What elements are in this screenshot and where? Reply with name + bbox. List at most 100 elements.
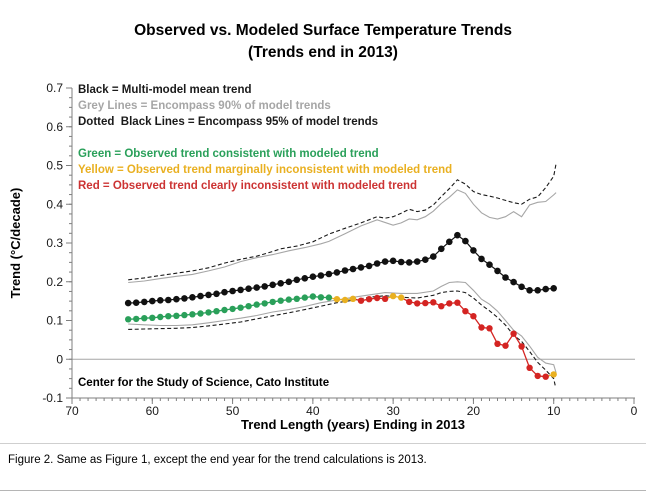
observed-point xyxy=(317,294,325,301)
mean-point xyxy=(341,267,349,274)
observed-point xyxy=(446,300,453,307)
y-tick-label: 0.3 xyxy=(46,236,63,250)
observed-point xyxy=(197,310,204,317)
x-tick-label: 20 xyxy=(467,404,481,418)
observed-point xyxy=(462,308,469,315)
observed-point xyxy=(301,294,308,301)
mean-point xyxy=(405,259,413,266)
mean-point xyxy=(261,283,269,290)
observed-point xyxy=(237,304,244,311)
observed-point xyxy=(173,312,180,319)
observed-point xyxy=(414,300,421,307)
observed-point xyxy=(502,342,509,349)
observed-point xyxy=(510,330,517,337)
mean-point xyxy=(309,273,317,281)
y-axis-label: Trend (°C/decade) xyxy=(8,187,23,299)
observed-point xyxy=(341,296,349,304)
y-tick-label: 0.4 xyxy=(46,197,63,211)
mean-point xyxy=(197,292,204,300)
observed-point xyxy=(534,372,541,380)
series-upper-90-bound xyxy=(128,189,557,284)
observed-point xyxy=(213,308,220,315)
legend-obs-green: Green = Observed trend consistent with m… xyxy=(78,148,379,160)
mean-point xyxy=(446,238,453,246)
mean-point xyxy=(245,285,252,293)
observed-point xyxy=(325,294,333,301)
mean-point xyxy=(181,295,188,302)
mean-point xyxy=(389,257,397,265)
mean-point xyxy=(526,287,533,294)
observed-point xyxy=(293,295,300,302)
mean-point xyxy=(381,258,389,265)
mean-point xyxy=(189,294,196,301)
mean-point xyxy=(413,258,421,265)
mean-point xyxy=(333,269,341,276)
observed-point xyxy=(181,311,188,319)
mean-point xyxy=(301,275,309,282)
mean-point xyxy=(269,281,277,289)
x-tick-label: 60 xyxy=(146,404,160,418)
observed-point xyxy=(357,297,365,304)
observed-point xyxy=(253,301,260,308)
observed-point xyxy=(550,371,557,378)
y-tick-label: -0.1 xyxy=(42,391,63,405)
observed-point xyxy=(365,296,373,303)
observed-point xyxy=(141,315,148,322)
observed-point xyxy=(285,296,292,303)
observed-point xyxy=(542,373,549,380)
observed-point xyxy=(229,305,236,313)
y-tick-label: 0 xyxy=(56,352,63,366)
observed-point xyxy=(454,299,461,306)
observed-point xyxy=(494,340,501,347)
mean-point xyxy=(478,255,485,263)
x-axis-label: Trend Length (years) Ending in 2013 xyxy=(241,417,465,432)
mean-point xyxy=(365,262,373,270)
mean-point xyxy=(470,247,477,254)
mean-point xyxy=(486,261,493,269)
mean-point xyxy=(165,296,172,304)
observed-point xyxy=(518,343,525,350)
observed-point xyxy=(165,313,172,320)
mean-point xyxy=(430,253,437,260)
observed-point xyxy=(189,311,196,318)
mean-point xyxy=(373,260,381,267)
y-tick-label: 0.7 xyxy=(46,81,63,95)
chart-title-line-1: Observed vs. Modeled Surface Temperature… xyxy=(134,22,512,39)
mean-point xyxy=(132,299,140,307)
y-tick-label: 0.2 xyxy=(46,275,63,289)
observed-point xyxy=(389,292,397,300)
mean-point xyxy=(124,299,132,307)
legend-obs-red: Red = Observed trend clearly inconsisten… xyxy=(78,180,418,192)
mean-point xyxy=(518,283,525,291)
mean-point xyxy=(277,280,285,287)
mean-point xyxy=(349,265,357,273)
observed-point xyxy=(381,295,389,302)
bottom-edge-line xyxy=(0,490,646,491)
observed-point xyxy=(406,298,413,306)
observed-point xyxy=(205,309,212,316)
source-annotation: Center for the Study of Science, Cato In… xyxy=(78,377,330,389)
observed-point xyxy=(373,294,381,302)
mean-point xyxy=(317,272,325,279)
chart-svg: 70 60 50 40 30 20 10 0 0.7 0.6 0.5 0.4 0.3 0.2 0.1 0 -0.… xyxy=(42,81,637,418)
x-tick-label: 40 xyxy=(306,404,320,418)
observed-point xyxy=(309,293,317,300)
mean-point xyxy=(550,285,557,292)
mean-point xyxy=(149,297,156,305)
mean-point xyxy=(462,237,469,245)
observed-point xyxy=(133,315,140,323)
x-tick-label: 30 xyxy=(386,404,400,418)
observed-point xyxy=(438,303,445,310)
mean-point xyxy=(397,258,405,266)
observed-point xyxy=(486,325,493,332)
mean-point xyxy=(213,290,220,298)
mean-point xyxy=(205,291,212,299)
mean-point xyxy=(237,286,244,294)
observed-point xyxy=(277,297,284,304)
observed-point xyxy=(157,313,164,321)
mean-point xyxy=(157,297,164,304)
axes: 70 60 50 40 30 20 10 0 0.7 0.6 0.5 0.4 0.3 0.2 0.1 0 -0.… xyxy=(42,81,637,418)
x-tick-label: 70 xyxy=(65,404,79,418)
series-multi-model-mean xyxy=(124,231,557,307)
